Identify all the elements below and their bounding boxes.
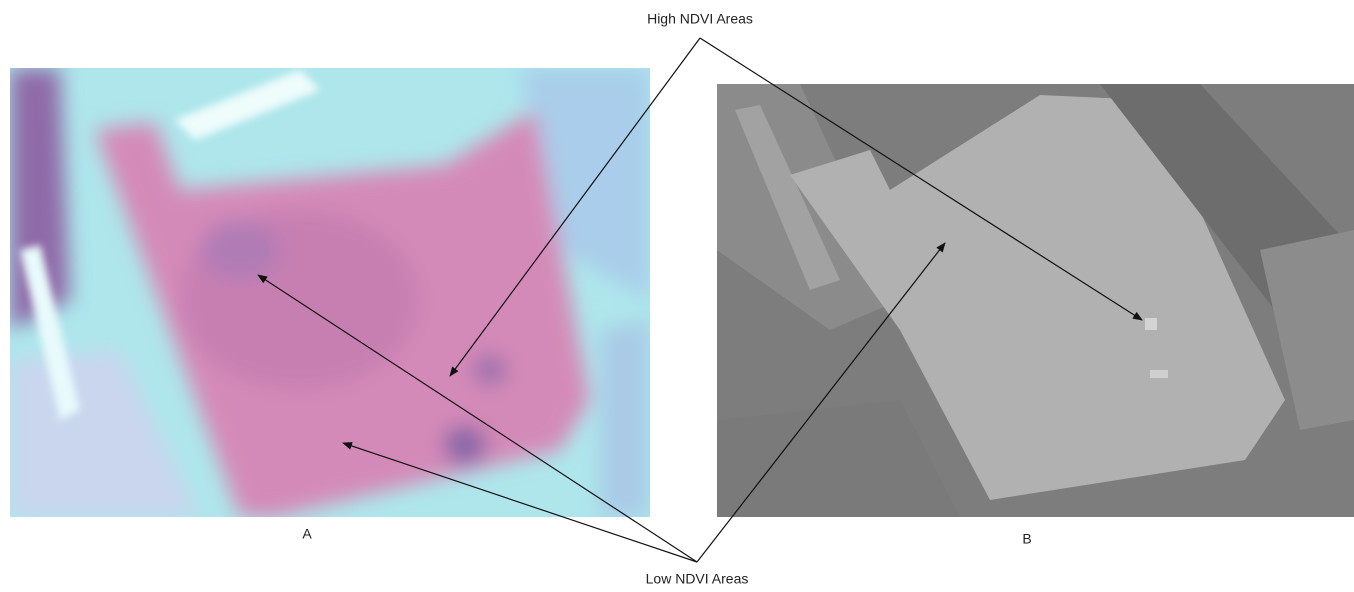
panel-label: B: [1022, 531, 1031, 547]
image-a: [10, 68, 650, 517]
image-b: [717, 84, 1354, 517]
annotation-label: High NDVI Areas: [647, 11, 753, 27]
panel-label: A: [302, 526, 312, 542]
figure: High NDVI Areas Low NDVI Areas A B: [0, 0, 1354, 592]
annotation-label: Low NDVI Areas: [646, 571, 749, 587]
